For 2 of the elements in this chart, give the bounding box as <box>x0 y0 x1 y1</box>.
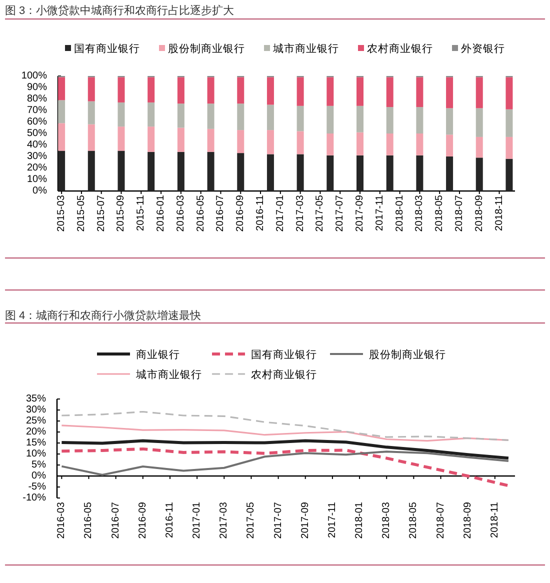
title: 图 3：小微贷款中城商行和农商行占比逐步扩大 <box>5 5 234 17</box>
title: 图 4：城商行和农商行小微贷款增速最快 <box>5 310 202 322</box>
